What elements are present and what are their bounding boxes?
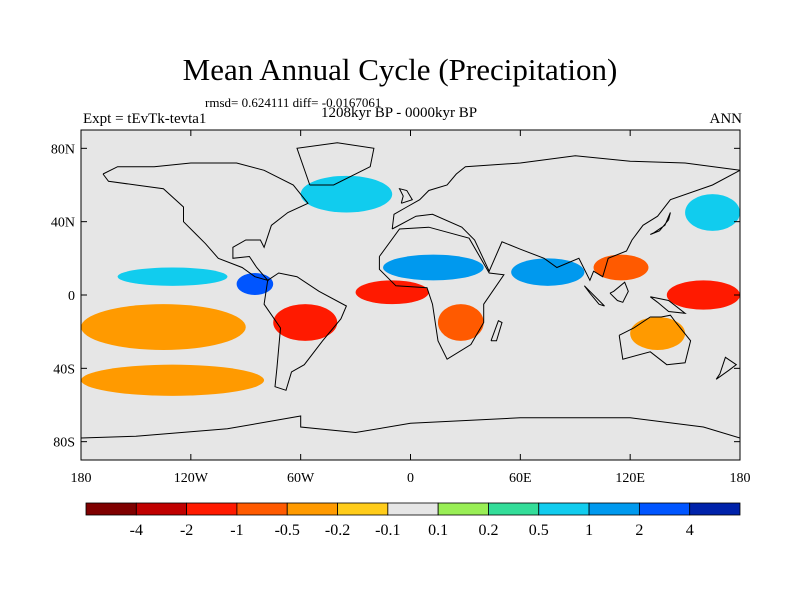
coastline-madagascar xyxy=(490,320,503,342)
y-tick-label: 0 xyxy=(68,289,75,304)
x-tick-label: 120E xyxy=(615,471,645,486)
colorbar-box xyxy=(538,502,590,516)
x-tick-label: 60E xyxy=(509,471,532,486)
coastline-uk xyxy=(398,187,414,204)
region-west-pacific-dry xyxy=(666,280,740,310)
region-south-africa-dry xyxy=(437,304,484,341)
region-atlantic-itcz-dry xyxy=(355,280,429,305)
region-amazon-dry xyxy=(273,304,338,341)
y-tick-label: 80N xyxy=(51,142,75,157)
region-australia-dry xyxy=(630,317,686,350)
coastline-africa xyxy=(378,226,505,360)
colorbar-box xyxy=(286,502,338,516)
colorbar-box xyxy=(588,502,640,516)
x-tick-label: 180 xyxy=(71,471,92,486)
coastline-new-guinea xyxy=(649,296,687,314)
x-tick-label: 0 xyxy=(407,471,414,486)
region-central-america-wet xyxy=(236,273,274,295)
experiment-label: Expt = tEvTk-tevta1 xyxy=(83,111,207,127)
x-tick-label: 120W xyxy=(174,471,209,486)
colorbar-box xyxy=(236,502,288,516)
season-label: ANN xyxy=(709,111,743,127)
colorbar-label: -0.5 xyxy=(275,522,300,539)
x-tick-label: 60W xyxy=(287,471,315,486)
region-north-indian-ocean-wet xyxy=(511,258,585,286)
colorbar-box xyxy=(337,502,389,516)
region-tropical-pacific-north-wet xyxy=(117,267,228,286)
colorbar-box xyxy=(638,502,691,516)
chart-title: Mean Annual Cycle (Precipitation) xyxy=(182,52,618,87)
coastline-japan xyxy=(650,212,671,235)
coastline-antarctica xyxy=(81,415,740,439)
colorbar-box xyxy=(689,502,741,516)
region-southern-ocean-dry xyxy=(81,364,265,396)
coastline-australia xyxy=(618,314,692,366)
region-north-atlantic-wet xyxy=(300,175,393,213)
colorbar-box xyxy=(186,502,238,516)
coastline-sumatra xyxy=(583,285,605,307)
coastline-eurasia xyxy=(391,155,740,282)
colorbar-label: -0.1 xyxy=(375,522,400,539)
period-label: 1208kyr BP - 0000kyr BP xyxy=(321,105,478,121)
colorbar-box xyxy=(387,502,439,516)
y-tick-label: 40S xyxy=(53,362,75,377)
colorbar-label: 0.2 xyxy=(478,522,498,539)
y-tick-label: 80S xyxy=(53,436,75,451)
colorbar-box xyxy=(135,502,188,516)
rmsd-diff-stats: rmsd= 0.624111 diff= -0.0167061 xyxy=(205,95,382,110)
colorbar-label: 1 xyxy=(585,522,593,539)
colorbar-label: 0.5 xyxy=(529,522,549,539)
colorbar-box xyxy=(488,502,540,516)
region-north-pacific-wet xyxy=(685,194,740,231)
colorbar-box xyxy=(85,502,137,516)
coastline-new-zealand xyxy=(715,356,738,380)
coastline-borneo xyxy=(609,281,629,303)
colorbar-label: -1 xyxy=(230,522,243,539)
coastline-greenland xyxy=(296,142,375,186)
region-east-pacific-dry-band xyxy=(81,304,246,351)
colorbar-label: 0.1 xyxy=(428,522,448,539)
coastline-north-america xyxy=(102,162,309,282)
colorbar-label: 4 xyxy=(686,522,694,539)
y-tick-label: 40N xyxy=(51,216,75,231)
x-tick-label: 180 xyxy=(730,471,751,486)
coastline-south-america xyxy=(263,272,348,391)
colorbar-box xyxy=(437,502,489,516)
region-sahel-wet xyxy=(383,254,484,281)
colorbar-label: -4 xyxy=(130,522,143,539)
colorbar-label: -0.2 xyxy=(325,522,350,539)
colorbar-label: -2 xyxy=(180,522,193,539)
colorbar-label: 2 xyxy=(635,522,643,539)
